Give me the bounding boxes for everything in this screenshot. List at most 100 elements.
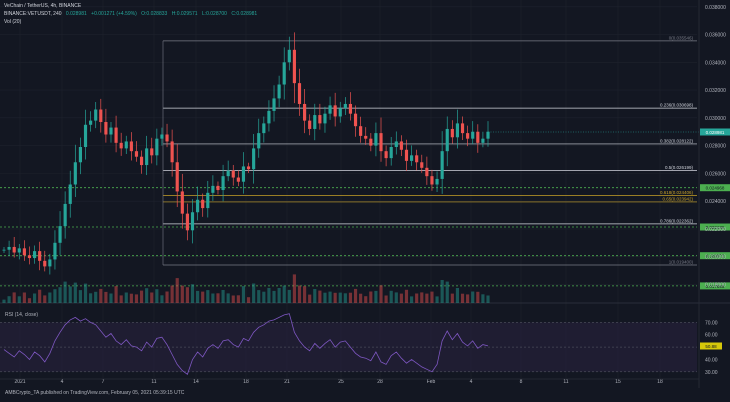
grid-lines [0,0,730,378]
candle-body [155,138,159,156]
candle-body [369,138,373,146]
support-levels[interactable]: 0.024968 0.022136 0.020071 0.017895 [0,184,730,290]
time-tick-label: 25 [338,379,344,385]
candlestick-series [2,32,699,275]
candle-body [440,151,444,179]
volume-bar [389,290,393,303]
volume-bar [267,287,271,303]
candle-body [394,141,398,147]
volume-bar [43,295,47,303]
candle-body [53,242,57,260]
volume-bar [292,274,296,303]
volume-bar [68,286,72,303]
volume-bar [78,290,83,303]
candle-body [63,203,67,227]
candle-body [277,84,281,99]
support-price-label: 0.022136 [706,225,725,230]
volume-bar [435,296,439,303]
volume-bar [12,292,16,303]
volume-bar [38,289,42,303]
volume-bar [190,284,195,303]
candle-body [455,123,460,138]
candle-body [160,134,164,139]
candle-body [348,103,353,114]
volume-bar [104,291,108,303]
volume-bar [53,289,57,303]
time-tick-label: 15 [615,379,621,385]
candle-body [114,127,118,143]
time-tick-label: Feb [427,379,436,385]
rsi-title: RSI (14, close) [5,312,38,318]
last-price-label: 0.028981 [706,130,725,135]
candle-body [292,49,296,84]
time-tick-label: 18 [243,379,249,385]
candle-body [241,166,246,182]
rsi-value-label: 50.88 [705,344,717,349]
candle-body [73,162,77,185]
volume-bar [226,293,230,303]
volume-bar [364,296,368,303]
ohlc-low: L:0.028700 [201,11,227,17]
volume-bar [409,296,414,303]
volume-bar [338,292,342,303]
price-tick-label: 0.030000 [705,116,726,122]
volume-bar [150,292,154,303]
volume-bar [216,293,220,303]
candle-body [303,103,307,121]
candle-body [282,62,286,85]
candle-body [486,131,490,139]
volume-bar [145,288,149,303]
support-price-label: 0.020071 [706,254,725,259]
fibonacci-retracement[interactable]: 0(0.035546) 0.236(0.030698) 0.382(0.028122… [162,35,697,266]
ohlc-close: C:0.028981 [231,11,258,17]
volume-bar [308,294,312,303]
volume-bar [89,293,93,303]
volume-bar [119,295,123,303]
volume-bar [425,293,429,303]
support-price-label: 0.017895 [706,284,725,289]
support-price-label: 0.024968 [706,186,725,191]
candle-body [308,120,312,129]
candle-body [404,149,409,161]
candle-body [119,142,123,149]
candle-body [83,124,88,147]
candle-body [206,192,210,209]
volume-bar [180,285,184,303]
volume-bar [58,287,62,303]
candle-body [389,147,393,159]
time-axis[interactable]: 2021 4 7 11 14 18 21 25 28 Feb 4 8 11 15 18 [0,378,699,385]
time-tick-label: 7 [102,379,105,385]
price-axis[interactable]: 0.038000 0.036000 0.034000 0.032000 0.030000… [698,0,730,388]
candle-body [435,178,439,185]
support-price-tag [700,282,730,290]
price-tick-label: 0.022000 [705,227,726,233]
volume-bar [22,292,26,303]
candle-body [257,133,261,149]
candle-body [216,185,220,191]
candle-body [7,246,11,250]
candle-body [27,255,32,259]
fib-level-label: 1(0.019400) [669,260,694,265]
volume-bar [246,297,251,303]
candle-body [124,141,128,149]
volume-bar [124,292,128,303]
time-tick-label: 14 [193,379,199,385]
candle-body [175,162,179,192]
volume-bar [440,280,444,303]
volume-bar [170,285,174,303]
volume-bar [404,289,409,303]
volume-bar [374,290,378,303]
candle-body [466,133,470,139]
volume-bar [252,283,256,303]
volume-bar [384,295,388,303]
volume-bar [420,292,424,303]
volume-bar [241,286,246,303]
candle-body [471,131,475,139]
ohlc-high: H:0.029571 [171,11,198,17]
tradingview-logo: AMBCrypto_TA published on TradingView.co… [5,390,185,396]
volume-bar [430,291,434,303]
ohlc-last: 0.028981 [65,11,87,17]
candle-body [150,148,154,156]
